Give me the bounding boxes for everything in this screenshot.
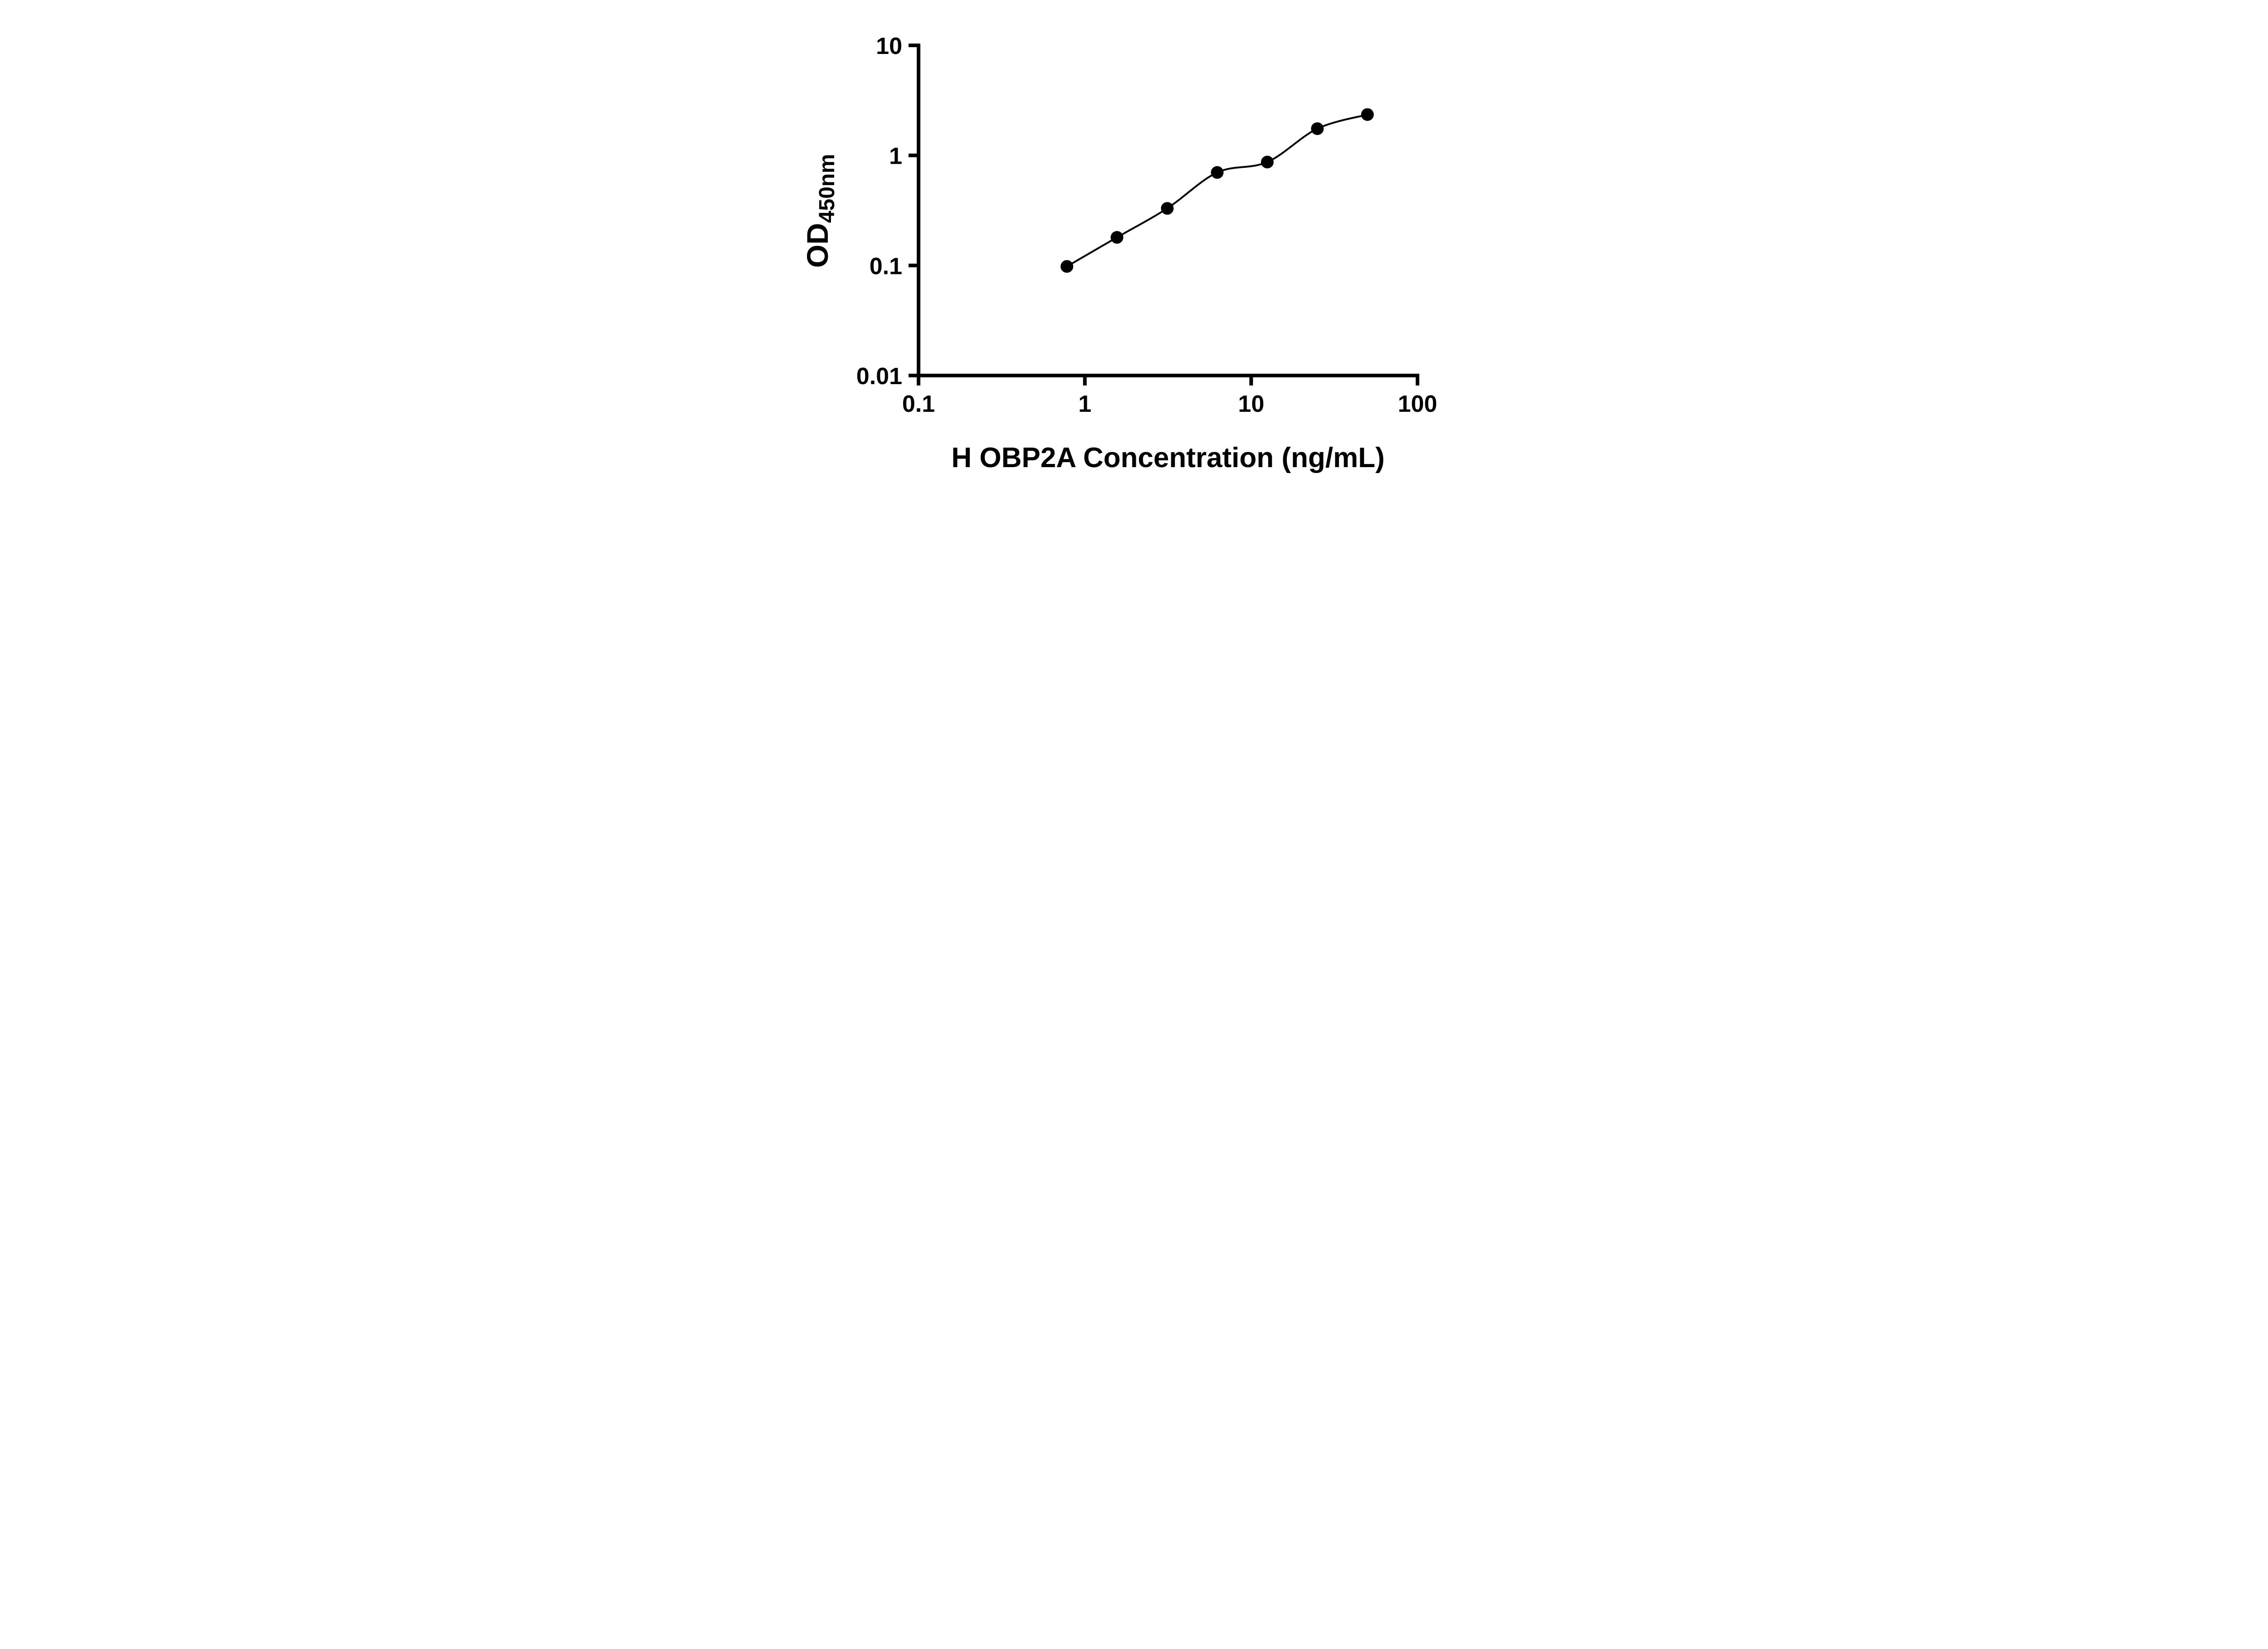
data-point-marker — [1361, 108, 1374, 121]
data-point-marker — [1061, 260, 1074, 273]
data-point-marker — [1211, 166, 1224, 179]
fit-curve-layer — [1066, 113, 1368, 268]
data-point-marker — [1161, 202, 1174, 215]
x-tick-label: 10 — [1238, 391, 1264, 417]
elisa-standard-curve-figure: 0.1 1 10 100 0.01 0.1 1 10 H OBP2A Concentratio… — [782, 0, 1486, 494]
x-axis-title: H OBP2A Concentration (ng/mL) — [951, 442, 1384, 473]
x-tick-label: 1 — [1078, 391, 1091, 417]
y-tick-label: 0.1 — [870, 253, 902, 279]
y-tick-label: 1 — [889, 143, 902, 170]
y-axis-title-main: OD — [801, 223, 834, 268]
data-point-marker — [1110, 231, 1124, 244]
y-tick-label: 0.01 — [856, 363, 902, 390]
fit-curve — [1066, 113, 1368, 268]
x-tick-label: 100 — [1398, 391, 1437, 417]
ticks-layer — [909, 44, 1419, 385]
data-points-layer — [1061, 108, 1374, 273]
data-point-marker — [1311, 122, 1324, 135]
y-axis-title-sub: 450nm — [815, 154, 839, 223]
data-point-marker — [1261, 156, 1274, 169]
y-axis-title: OD450nm — [801, 154, 839, 268]
y-tick-label: 10 — [876, 33, 902, 59]
x-tick-label: 0.1 — [902, 391, 935, 417]
